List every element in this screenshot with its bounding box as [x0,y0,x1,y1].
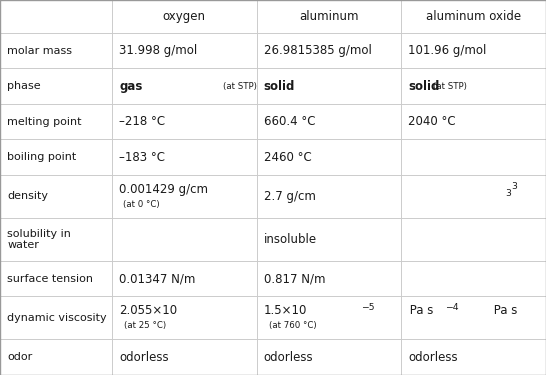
Text: 0.817 N/m: 0.817 N/m [264,272,325,285]
Text: melting point: melting point [7,117,81,127]
Text: −4: −4 [446,303,459,312]
Text: –183 °C: –183 °C [119,151,165,164]
Text: (at 25 °C): (at 25 °C) [124,321,167,330]
Bar [401,339,546,375]
Text: 0.001429 g/cm: 0.001429 g/cm [119,183,208,196]
Text: odor: odor [7,352,32,362]
Text: odorless: odorless [264,351,313,364]
Text: 31.998 g/mol: 31.998 g/mol [119,44,197,57]
Text: –218 °C: –218 °C [119,115,165,128]
Bar [0,140,112,175]
Bar [401,297,546,339]
Text: (at STP): (at STP) [223,82,257,91]
Text: odorless: odorless [408,351,458,364]
Text: odorless: odorless [119,351,169,364]
Bar [401,218,546,261]
Bar [401,140,546,175]
Text: 2460 °C: 2460 °C [264,151,311,164]
Bar [257,140,401,175]
Text: boiling point: boiling point [7,152,76,162]
Bar [0,175,112,218]
Text: aluminum: aluminum [299,10,359,23]
Bar [0,104,112,140]
Bar [401,104,546,140]
Bar [112,218,257,261]
Text: aluminum oxide: aluminum oxide [426,10,521,23]
Text: 2.055×10: 2.055×10 [119,304,177,317]
Text: oxygen: oxygen [163,10,206,23]
Bar [257,175,401,218]
Bar [0,33,112,68]
Text: 26.9815385 g/mol: 26.9815385 g/mol [264,44,372,57]
Bar [401,0,546,33]
Text: −5: −5 [361,303,375,312]
Bar [257,218,401,261]
Bar [0,0,112,33]
Text: 0.01347 N/m: 0.01347 N/m [119,272,195,285]
Bar [112,104,257,140]
Text: 3: 3 [512,182,518,190]
Bar [257,339,401,375]
Text: (at 0 °C): (at 0 °C) [123,200,160,209]
Bar [401,175,546,218]
Text: 2040 °C: 2040 °C [408,115,456,128]
Text: dynamic viscosity: dynamic viscosity [7,313,106,323]
Bar [257,0,401,33]
Bar [401,33,546,68]
Text: 3: 3 [506,189,512,198]
Text: 660.4 °C: 660.4 °C [264,115,315,128]
Text: Pa s: Pa s [406,304,434,317]
Text: 2.7 g/cm: 2.7 g/cm [264,190,316,203]
Bar [0,339,112,375]
Bar [112,261,257,297]
Bar [112,68,257,104]
Bar [401,261,546,297]
Text: solid: solid [264,80,295,93]
Text: insoluble: insoluble [264,233,317,246]
Bar [401,68,546,104]
Text: surface tension: surface tension [7,274,93,284]
Bar [112,33,257,68]
Text: solubility in
water: solubility in water [7,229,71,250]
Bar [112,339,257,375]
Bar [0,68,112,104]
Bar [112,0,257,33]
Bar [112,175,257,218]
Bar [0,297,112,339]
Text: phase: phase [7,81,41,91]
Text: solid: solid [408,80,440,93]
Text: gas: gas [119,80,143,93]
Bar [257,297,401,339]
Bar [257,33,401,68]
Text: (at 760 °C): (at 760 °C) [269,321,317,330]
Bar [257,68,401,104]
Bar [0,261,112,297]
Text: Pa s: Pa s [490,304,518,317]
Text: (at STP): (at STP) [432,82,467,91]
Bar [257,104,401,140]
Text: density: density [7,192,48,201]
Bar [112,140,257,175]
Text: molar mass: molar mass [7,46,72,56]
Bar [257,261,401,297]
Bar [112,297,257,339]
Text: 1.5×10: 1.5×10 [264,304,307,317]
Text: 101.96 g/mol: 101.96 g/mol [408,44,487,57]
Bar [0,218,112,261]
